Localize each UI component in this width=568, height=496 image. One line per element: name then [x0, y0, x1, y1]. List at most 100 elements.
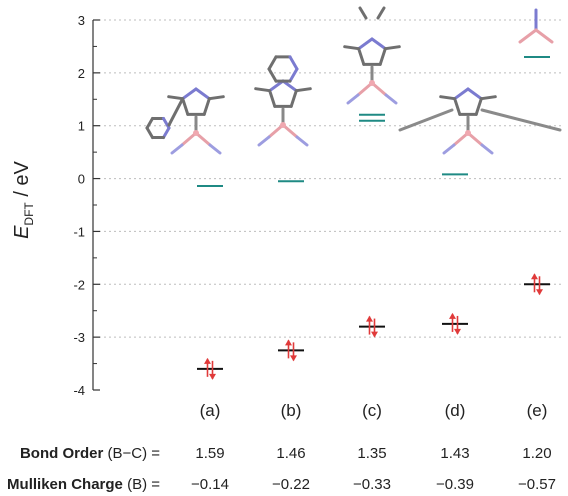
bond	[480, 143, 494, 155]
y-tick-label: 2	[78, 66, 85, 81]
bond	[479, 95, 497, 101]
property-table: Bond Order (B−C) = 1.59 1.46 1.35 1.43 1.20 Mu…	[7, 445, 556, 493]
y-tick-label: 0	[78, 172, 85, 187]
bond	[295, 135, 309, 147]
bond	[370, 37, 387, 51]
spin-down-arrowhead	[371, 331, 378, 338]
molecule	[254, 55, 312, 147]
y-tick-label: -3	[73, 330, 85, 345]
bond	[439, 95, 457, 101]
y-tick-label: -4	[73, 383, 85, 398]
mulliken-charge-value: −0.22	[272, 476, 310, 493]
bond-order-value: 1.20	[522, 445, 551, 462]
bond	[466, 87, 483, 101]
bond	[294, 87, 312, 93]
bond	[257, 135, 271, 147]
bond	[452, 131, 470, 147]
bond	[534, 28, 554, 44]
mulliken-charge-value: −0.14	[191, 476, 229, 493]
bond	[267, 55, 278, 71]
bond	[289, 89, 298, 108]
y-tick-label: -1	[73, 224, 85, 239]
bond	[358, 6, 368, 20]
spin-down-arrowhead	[209, 373, 216, 380]
bond	[181, 97, 190, 116]
y-axis-title: EDFT / eV	[11, 160, 36, 238]
bond	[357, 47, 366, 66]
molecule	[518, 8, 554, 44]
bond	[170, 143, 184, 155]
mulliken-charge-value: −0.39	[436, 476, 474, 493]
category-label: (d)	[445, 401, 466, 420]
category-labels: (a) (b) (c) (d) (e)	[200, 401, 548, 420]
bond	[145, 126, 154, 140]
y-tick-label: 1	[78, 119, 85, 134]
bond	[194, 87, 211, 101]
bond	[480, 108, 562, 132]
boron-atom	[280, 122, 286, 128]
bond	[357, 37, 374, 51]
bond	[378, 47, 387, 66]
bond	[181, 87, 198, 101]
bond	[453, 97, 462, 116]
bond-order-label: Bond Order (B−C) =	[20, 445, 160, 462]
molecule-structures	[145, 6, 562, 155]
spin-up-arrowhead	[285, 339, 292, 346]
gridlines	[99, 19, 562, 338]
molecule	[398, 87, 562, 155]
energy-levels	[197, 56, 550, 380]
bond-order-value: 1.43	[440, 445, 469, 462]
mulliken-charge-label: Mulliken Charge (B) =	[7, 476, 160, 493]
bond-order-value: 1.46	[276, 445, 305, 462]
spin-up-arrowhead	[531, 273, 538, 280]
boron-atom	[465, 130, 471, 136]
molecule	[145, 87, 225, 155]
bond	[398, 108, 454, 132]
bond	[162, 116, 171, 130]
bond	[207, 95, 225, 101]
bond	[180, 131, 198, 147]
bond	[167, 97, 185, 127]
bond	[267, 67, 278, 83]
spin-down-arrowhead	[536, 289, 543, 296]
molecule	[343, 6, 401, 105]
category-label: (a)	[200, 401, 221, 420]
category-label: (b)	[281, 401, 302, 420]
bond	[194, 131, 212, 147]
spin-up-arrowhead	[366, 315, 373, 322]
bond	[346, 93, 360, 105]
bond	[167, 95, 185, 101]
bond	[356, 81, 374, 97]
spin-up-arrowhead	[449, 312, 456, 319]
bond	[202, 97, 211, 116]
mulliken-charge-value: −0.57	[518, 476, 556, 493]
bond	[162, 126, 171, 140]
bond-order-value: 1.59	[195, 445, 224, 462]
bond	[254, 87, 272, 93]
boron-atom	[369, 80, 375, 86]
bond	[281, 123, 299, 139]
spin-up-arrowhead	[204, 357, 211, 364]
bond	[268, 89, 277, 108]
mulliken-charge-value: −0.33	[353, 476, 391, 493]
bond-order-value: 1.35	[357, 445, 386, 462]
y-tick-label: 3	[78, 13, 85, 28]
bond	[474, 97, 483, 116]
bond	[288, 67, 299, 83]
spin-down-arrowhead	[454, 328, 461, 335]
bond	[288, 55, 299, 71]
bond	[267, 123, 285, 139]
category-label: (e)	[527, 401, 548, 420]
bond	[442, 143, 456, 155]
bond	[343, 45, 361, 51]
bond	[208, 143, 222, 155]
spin-down-arrowhead	[290, 355, 297, 362]
bond	[466, 131, 484, 147]
category-label: (c)	[362, 401, 382, 420]
boron-atom	[193, 130, 199, 136]
bond	[145, 116, 154, 130]
y-tick-label: -2	[73, 277, 85, 292]
bond	[384, 93, 398, 105]
bond	[376, 6, 386, 20]
